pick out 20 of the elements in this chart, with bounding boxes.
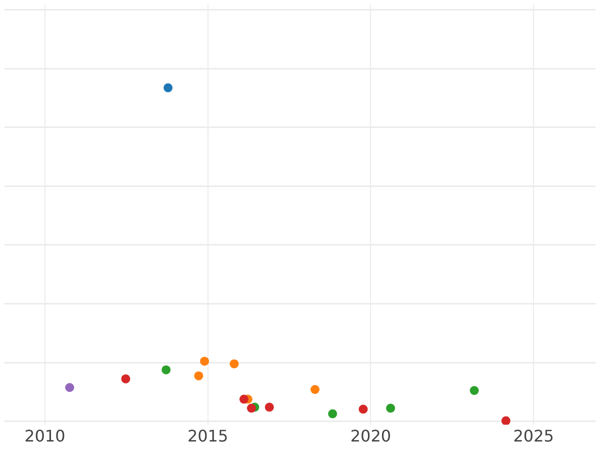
point — [386, 404, 396, 413]
point — [328, 409, 338, 418]
point — [470, 386, 479, 395]
point — [65, 383, 74, 392]
x-tick-label: 2015 — [187, 426, 228, 446]
point — [246, 404, 256, 413]
point — [310, 385, 320, 394]
point — [230, 359, 239, 368]
point — [264, 402, 274, 412]
point — [200, 356, 210, 366]
point — [501, 416, 510, 425]
point — [121, 374, 130, 384]
point — [239, 394, 248, 404]
point — [164, 83, 173, 92]
x-tick-label: 2010 — [24, 426, 66, 446]
x-tick-label: 2025 — [513, 426, 554, 446]
point — [194, 371, 204, 380]
x-tick-label: 2020 — [350, 426, 392, 446]
point — [162, 365, 171, 374]
point — [358, 404, 368, 414]
